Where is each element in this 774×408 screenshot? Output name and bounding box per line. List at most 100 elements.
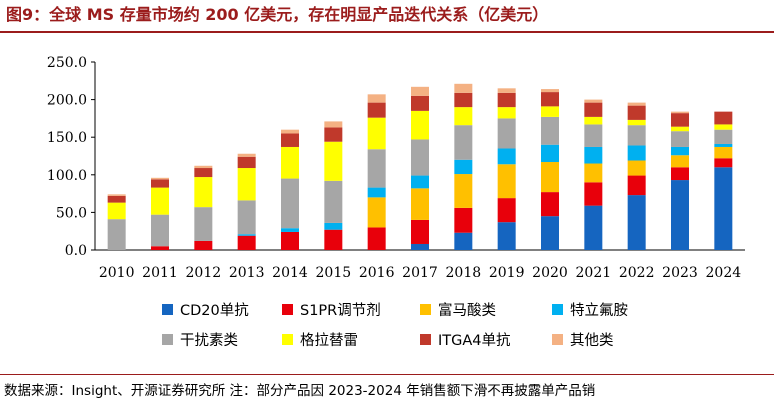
bar-segment	[497, 118, 516, 149]
bar-segment	[411, 139, 429, 176]
legend-label: 特立氟胺	[570, 302, 628, 319]
bar-segment	[151, 177, 169, 180]
bar-segment	[411, 219, 429, 244]
x-tick-label: 2017	[402, 265, 438, 281]
legend-swatch	[162, 304, 173, 315]
bar-segment	[584, 205, 603, 250]
bar-segment	[367, 149, 386, 188]
bar-segment	[497, 107, 516, 119]
bar-segment	[584, 146, 603, 164]
bar-segment	[627, 145, 646, 161]
bar-segment	[367, 187, 386, 198]
bar-segment	[627, 125, 646, 146]
legend-swatch	[552, 334, 563, 345]
bar-segment	[714, 167, 733, 250]
bar-segment	[454, 159, 473, 175]
bar-segment	[107, 195, 126, 203]
bar-segment	[367, 117, 386, 150]
bar-segment	[411, 95, 429, 111]
legend-swatch	[552, 304, 563, 315]
bar-segment	[107, 219, 126, 250]
bar-segment	[714, 146, 733, 159]
bar-segment	[324, 222, 343, 230]
bar-segment	[497, 92, 516, 108]
bar-segment	[411, 86, 429, 96]
bar-segment	[671, 131, 689, 147]
bar-segment	[281, 129, 299, 134]
bar-segment	[584, 102, 603, 117]
bar-segment	[237, 234, 256, 236]
bar-segment	[237, 200, 256, 235]
bar-segment	[151, 214, 169, 247]
source-note: 数据来源：Insight、开源证券研究所 注：部分产品因 2023-2024 年…	[4, 383, 596, 399]
legend-label: 其他类	[570, 332, 614, 349]
bar-segment	[541, 92, 559, 107]
bar-segment	[151, 246, 169, 250]
bar-segment	[324, 121, 343, 128]
x-tick-label: 2021	[576, 265, 612, 281]
bar-segment	[107, 202, 126, 220]
x-tick-label: 2016	[359, 265, 395, 281]
x-tick-label: 2012	[186, 265, 222, 281]
x-tick-label: 2020	[532, 265, 568, 281]
y-tick-label: 100.0	[47, 168, 87, 184]
bar-segment	[671, 155, 689, 168]
bar-segment	[107, 194, 126, 196]
bar-segment	[497, 222, 516, 250]
bar-segment	[454, 107, 473, 126]
y-tick-label: 200.0	[47, 93, 87, 109]
bar-segment	[324, 141, 343, 181]
legend-label: CD20单抗	[180, 302, 249, 319]
bar-segment	[584, 182, 603, 206]
bar-segment	[584, 163, 603, 183]
bar-segment	[627, 105, 646, 120]
bar-segment	[411, 188, 429, 220]
legend-label: 格拉替雷	[300, 332, 358, 349]
legend-label: ITGA4单抗	[438, 332, 511, 349]
bar-segment	[671, 180, 689, 250]
bar-segment	[714, 158, 733, 168]
legend-label: 富马酸类	[438, 301, 496, 319]
bar-segment	[281, 133, 299, 147]
bar-segment	[324, 127, 343, 142]
bar-segment	[671, 146, 689, 156]
bar-segment	[367, 227, 386, 250]
bar-segment	[497, 148, 516, 165]
bar-segment	[411, 243, 429, 250]
x-tick-label: 2022	[619, 265, 655, 281]
bar-segment	[151, 187, 169, 215]
bar-segment	[281, 231, 299, 250]
bar-segment	[454, 83, 473, 93]
legend-swatch	[162, 334, 173, 345]
bar-segment	[194, 177, 213, 208]
bar-segment	[194, 165, 213, 169]
bar-segment	[497, 164, 516, 199]
bar-segment	[151, 179, 169, 188]
legend-label: S1PR调节剂	[300, 302, 381, 319]
bar-segment	[627, 102, 646, 106]
bar-segment	[497, 198, 516, 223]
bar-segment	[454, 207, 473, 233]
bar-segment	[454, 232, 473, 250]
bar-segment	[237, 235, 256, 250]
bar-segment	[671, 126, 689, 132]
stacked-bar-chart: 0.0 50.0 100.0 150.0 200.0 250.0 2010 2011 2012 2…	[47, 55, 745, 349]
bar-segment	[671, 111, 689, 114]
bar-segment	[281, 178, 299, 229]
bar-segment	[237, 156, 256, 169]
bar-segment	[194, 240, 213, 250]
bar-segment	[714, 143, 733, 147]
y-tick-label: 150.0	[47, 130, 87, 146]
chart-bars	[107, 83, 733, 250]
x-tick-label: 2010	[99, 265, 135, 281]
bar-segment	[454, 92, 473, 108]
bar-segment	[627, 195, 646, 250]
bar-segment	[194, 207, 213, 241]
legend-swatch	[420, 304, 431, 315]
bar-segment	[627, 175, 646, 196]
y-tick-label: 50.0	[56, 205, 87, 221]
chart-title: 图9：全球 MS 存量市场约 200 亿美元，存在明显产品迭代关系（亿美元）	[6, 5, 549, 24]
legend-swatch	[282, 334, 293, 345]
bar-segment	[237, 168, 256, 201]
